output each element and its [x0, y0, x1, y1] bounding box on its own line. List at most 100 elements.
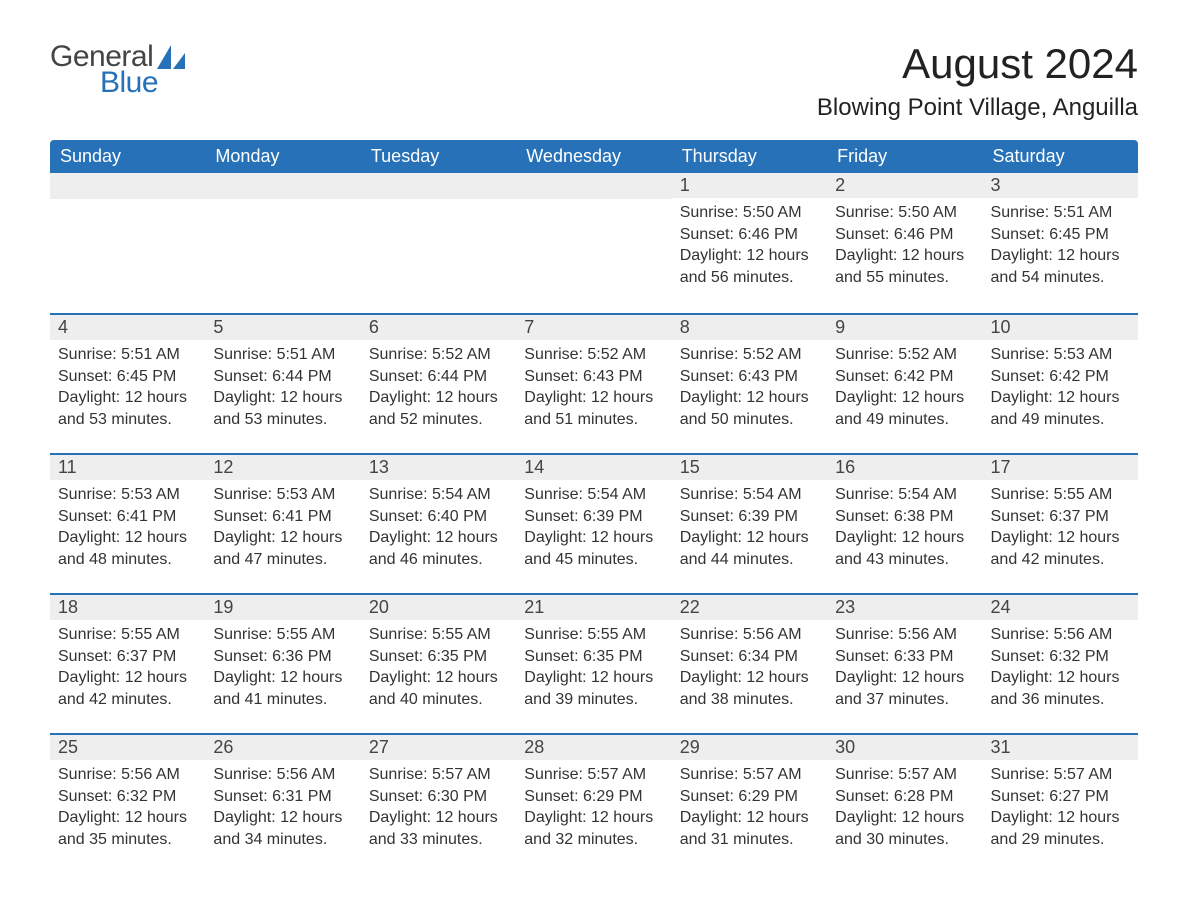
daylight-line-1: Daylight: 12 hours: [835, 807, 974, 829]
sunset-line: Sunset: 6:40 PM: [369, 506, 508, 528]
day-content: Sunrise: 5:53 AMSunset: 6:41 PMDaylight:…: [205, 480, 360, 582]
sunrise-line: Sunrise: 5:54 AM: [524, 484, 663, 506]
sunset-line: Sunset: 6:42 PM: [991, 366, 1130, 388]
day-cell: [361, 173, 516, 313]
daylight-line-2: and 31 minutes.: [680, 829, 819, 851]
sunrise-line: Sunrise: 5:53 AM: [991, 344, 1130, 366]
day-cell: 3Sunrise: 5:51 AMSunset: 6:45 PMDaylight…: [983, 173, 1138, 313]
week-row: 4Sunrise: 5:51 AMSunset: 6:45 PMDaylight…: [50, 313, 1138, 453]
sunrise-line: Sunrise: 5:54 AM: [835, 484, 974, 506]
daylight-line-1: Daylight: 12 hours: [680, 245, 819, 267]
title-block: August 2024 Blowing Point Village, Angui…: [817, 40, 1138, 122]
sunrise-line: Sunrise: 5:55 AM: [991, 484, 1130, 506]
day-cell: 8Sunrise: 5:52 AMSunset: 6:43 PMDaylight…: [672, 315, 827, 453]
daylight-line-1: Daylight: 12 hours: [835, 667, 974, 689]
sunset-line: Sunset: 6:41 PM: [58, 506, 197, 528]
sunrise-line: Sunrise: 5:56 AM: [991, 624, 1130, 646]
day-number: 8: [672, 315, 827, 340]
sunrise-line: Sunrise: 5:56 AM: [680, 624, 819, 646]
day-number: 26: [205, 735, 360, 760]
weekday-header: Monday: [205, 140, 360, 173]
daylight-line-2: and 39 minutes.: [524, 689, 663, 711]
sunset-line: Sunset: 6:39 PM: [680, 506, 819, 528]
day-cell: 20Sunrise: 5:55 AMSunset: 6:35 PMDayligh…: [361, 595, 516, 733]
day-cell: 27Sunrise: 5:57 AMSunset: 6:30 PMDayligh…: [361, 735, 516, 873]
daylight-line-2: and 54 minutes.: [991, 267, 1130, 289]
day-content: Sunrise: 5:55 AMSunset: 6:37 PMDaylight:…: [983, 480, 1138, 582]
day-cell: 15Sunrise: 5:54 AMSunset: 6:39 PMDayligh…: [672, 455, 827, 593]
header: General Blue August 2024 Blowing Point V…: [50, 40, 1138, 122]
day-content: Sunrise: 5:55 AMSunset: 6:37 PMDaylight:…: [50, 620, 205, 722]
week-row: 11Sunrise: 5:53 AMSunset: 6:41 PMDayligh…: [50, 453, 1138, 593]
daylight-line-1: Daylight: 12 hours: [680, 667, 819, 689]
day-content: Sunrise: 5:56 AMSunset: 6:31 PMDaylight:…: [205, 760, 360, 862]
daylight-line-2: and 49 minutes.: [835, 409, 974, 431]
day-cell: 14Sunrise: 5:54 AMSunset: 6:39 PMDayligh…: [516, 455, 671, 593]
sunrise-line: Sunrise: 5:51 AM: [58, 344, 197, 366]
day-cell: 29Sunrise: 5:57 AMSunset: 6:29 PMDayligh…: [672, 735, 827, 873]
day-number: 7: [516, 315, 671, 340]
day-content: Sunrise: 5:52 AMSunset: 6:43 PMDaylight:…: [672, 340, 827, 442]
day-cell: 19Sunrise: 5:55 AMSunset: 6:36 PMDayligh…: [205, 595, 360, 733]
day-number: 29: [672, 735, 827, 760]
day-content: Sunrise: 5:51 AMSunset: 6:45 PMDaylight:…: [983, 198, 1138, 300]
day-cell: 13Sunrise: 5:54 AMSunset: 6:40 PMDayligh…: [361, 455, 516, 593]
sunset-line: Sunset: 6:32 PM: [991, 646, 1130, 668]
daylight-line-2: and 53 minutes.: [213, 409, 352, 431]
day-content: Sunrise: 5:55 AMSunset: 6:35 PMDaylight:…: [361, 620, 516, 722]
empty-day-header: [50, 173, 205, 199]
sunset-line: Sunset: 6:41 PM: [213, 506, 352, 528]
day-content: Sunrise: 5:57 AMSunset: 6:27 PMDaylight:…: [983, 760, 1138, 862]
sunset-line: Sunset: 6:46 PM: [680, 224, 819, 246]
sunrise-line: Sunrise: 5:57 AM: [680, 764, 819, 786]
day-number: 21: [516, 595, 671, 620]
day-content: Sunrise: 5:50 AMSunset: 6:46 PMDaylight:…: [672, 198, 827, 300]
daylight-line-2: and 34 minutes.: [213, 829, 352, 851]
sunrise-line: Sunrise: 5:56 AM: [835, 624, 974, 646]
weekday-header: Wednesday: [516, 140, 671, 173]
daylight-line-1: Daylight: 12 hours: [524, 807, 663, 829]
day-cell: 6Sunrise: 5:52 AMSunset: 6:44 PMDaylight…: [361, 315, 516, 453]
daylight-line-1: Daylight: 12 hours: [369, 667, 508, 689]
sunrise-line: Sunrise: 5:54 AM: [680, 484, 819, 506]
weekday-header: Friday: [827, 140, 982, 173]
sunset-line: Sunset: 6:37 PM: [58, 646, 197, 668]
day-number: 20: [361, 595, 516, 620]
sunset-line: Sunset: 6:30 PM: [369, 786, 508, 808]
daylight-line-1: Daylight: 12 hours: [213, 807, 352, 829]
day-number: 30: [827, 735, 982, 760]
day-content: Sunrise: 5:51 AMSunset: 6:45 PMDaylight:…: [50, 340, 205, 442]
sunrise-line: Sunrise: 5:57 AM: [991, 764, 1130, 786]
day-content: Sunrise: 5:57 AMSunset: 6:29 PMDaylight:…: [672, 760, 827, 862]
daylight-line-1: Daylight: 12 hours: [369, 387, 508, 409]
day-cell: [516, 173, 671, 313]
daylight-line-1: Daylight: 12 hours: [58, 387, 197, 409]
day-cell: 2Sunrise: 5:50 AMSunset: 6:46 PMDaylight…: [827, 173, 982, 313]
sunrise-line: Sunrise: 5:50 AM: [680, 202, 819, 224]
daylight-line-2: and 46 minutes.: [369, 549, 508, 571]
day-number: 16: [827, 455, 982, 480]
day-number: 2: [827, 173, 982, 198]
day-number: 28: [516, 735, 671, 760]
sunset-line: Sunset: 6:28 PM: [835, 786, 974, 808]
day-number: 27: [361, 735, 516, 760]
daylight-line-1: Daylight: 12 hours: [213, 527, 352, 549]
daylight-line-1: Daylight: 12 hours: [835, 527, 974, 549]
daylight-line-1: Daylight: 12 hours: [835, 387, 974, 409]
daylight-line-1: Daylight: 12 hours: [58, 807, 197, 829]
day-cell: 28Sunrise: 5:57 AMSunset: 6:29 PMDayligh…: [516, 735, 671, 873]
daylight-line-1: Daylight: 12 hours: [524, 527, 663, 549]
empty-day-header: [205, 173, 360, 199]
sunrise-line: Sunrise: 5:52 AM: [524, 344, 663, 366]
daylight-line-2: and 32 minutes.: [524, 829, 663, 851]
sunrise-line: Sunrise: 5:50 AM: [835, 202, 974, 224]
daylight-line-2: and 37 minutes.: [835, 689, 974, 711]
day-number: 19: [205, 595, 360, 620]
day-number: 15: [672, 455, 827, 480]
daylight-line-1: Daylight: 12 hours: [213, 387, 352, 409]
daylight-line-2: and 47 minutes.: [213, 549, 352, 571]
week-row: 1Sunrise: 5:50 AMSunset: 6:46 PMDaylight…: [50, 173, 1138, 313]
sunset-line: Sunset: 6:31 PM: [213, 786, 352, 808]
daylight-line-1: Daylight: 12 hours: [58, 667, 197, 689]
day-content: Sunrise: 5:52 AMSunset: 6:43 PMDaylight:…: [516, 340, 671, 442]
